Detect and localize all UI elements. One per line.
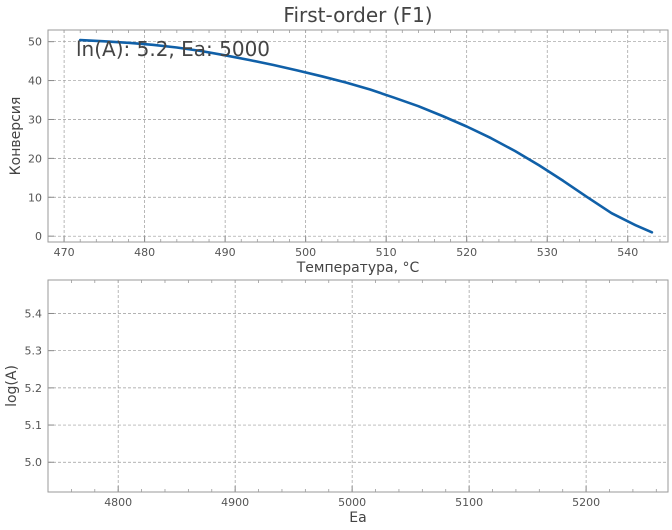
y-tick-label: 5.4 xyxy=(25,307,43,320)
y-ticks: 0 10 20 30 40 50 xyxy=(28,36,42,243)
x-tick-label: 5000 xyxy=(338,496,366,509)
grid xyxy=(47,280,668,492)
x-tick-label: 510 xyxy=(376,246,397,259)
series-layer xyxy=(78,38,654,234)
y-tick-label: 50 xyxy=(28,36,42,49)
x-tick-label: 5100 xyxy=(455,496,483,509)
grid xyxy=(47,30,668,242)
conversion-series-line xyxy=(78,38,654,234)
plot-frame xyxy=(47,279,669,493)
y-axis-label: Конверсия xyxy=(8,97,24,176)
parameter-chart: 5.05.15.25.35.4 4800 4900 5000 5100 5200 Ea … xyxy=(4,279,669,526)
x-ticks: 4800 4900 5000 5100 5200 xyxy=(104,496,600,509)
y-tick-label: 30 xyxy=(28,113,42,126)
y-axis-label: log(A) xyxy=(4,365,20,407)
y-tick-label: 5.2 xyxy=(25,382,43,395)
x-ticks: 470 480 490 500 510 520 530 540 xyxy=(54,246,639,259)
y-ticks: 5.0 5.1 5.2 5.3 5.4 xyxy=(25,307,43,469)
x-tick-label: 480 xyxy=(134,246,155,259)
y-tick-label: 5.3 xyxy=(25,345,43,358)
conversion-chart: First-order (F1) 0 10 20 30 40 50 470 480 490 50… xyxy=(8,3,669,276)
x-tick-label: 470 xyxy=(54,246,75,259)
x-axis-label: Ea xyxy=(349,510,366,526)
chart-title: First-order (F1) xyxy=(283,3,432,27)
y-tick-label: 5.1 xyxy=(25,419,43,432)
y-tick-label: 0 xyxy=(35,230,42,243)
x-tick-label: 5200 xyxy=(572,496,600,509)
y-tick-label: 40 xyxy=(28,75,42,88)
x-tick-label: 540 xyxy=(617,246,638,259)
x-tick-label: 500 xyxy=(295,246,316,259)
x-tick-label: 4800 xyxy=(104,496,132,509)
plot-frame xyxy=(47,29,669,243)
x-tick-label: 530 xyxy=(537,246,558,259)
x-tick-label: 520 xyxy=(456,246,477,259)
chart-annotation: ln(A): 5.2, Ea: 5000 xyxy=(76,37,270,61)
x-tick-label: 4900 xyxy=(221,496,249,509)
y-tick-label: 20 xyxy=(28,152,42,165)
x-tick-label: 490 xyxy=(215,246,236,259)
y-tick-label: 10 xyxy=(28,191,42,204)
y-tick-label: 5.0 xyxy=(25,456,43,469)
x-axis-label: Температура, °C xyxy=(296,260,420,276)
